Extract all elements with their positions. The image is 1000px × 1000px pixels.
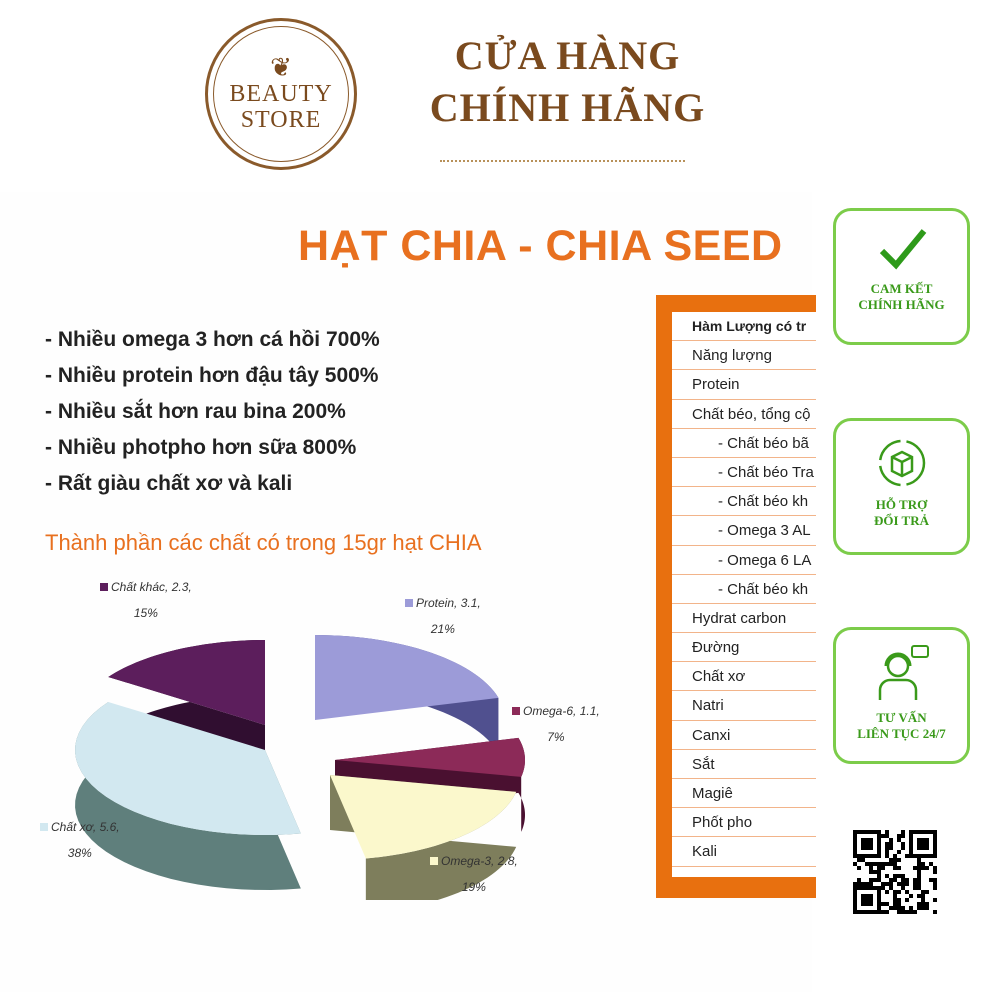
beauty-store-logo: ❦ BEAUTY STORE bbox=[205, 18, 357, 170]
label-text: Chất khác, 2.3, bbox=[111, 580, 192, 594]
badge-label: CAM KẾT bbox=[870, 281, 933, 296]
logo-text-2: STORE bbox=[240, 107, 322, 133]
legend-swatch bbox=[40, 823, 48, 831]
badge-3: TƯ VẤN LIÊN TỤC 24/7 bbox=[833, 627, 970, 764]
qr-code bbox=[853, 830, 937, 914]
table-row: Phốt pho bbox=[672, 808, 816, 838]
heading-line-1: CỬA HÀNG bbox=[454, 33, 681, 78]
badge-label: HỖ TRỢ bbox=[875, 497, 928, 512]
chart-title: Thành phần các chất có trong 15gr hạt CH… bbox=[45, 530, 482, 555]
table-row: Năng lượng bbox=[672, 341, 816, 371]
badge-label: ĐỔI TRẢ bbox=[873, 513, 930, 528]
table-row: Canxi bbox=[672, 721, 816, 750]
pie-slice-side-Chất xơ bbox=[75, 701, 301, 890]
table-row: Chất béo, tổng cộ bbox=[672, 400, 816, 429]
pie-label-Omega-6: Omega-6, 1.1, 7% bbox=[512, 698, 600, 750]
table-row: - Chất béo bã bbox=[672, 429, 816, 458]
pie-slice-Omega-6 bbox=[335, 737, 525, 777]
pie-slice-Chất xơ bbox=[75, 701, 301, 835]
table-row: Đường bbox=[672, 633, 816, 663]
table-row: Hydrat carbon bbox=[672, 604, 816, 634]
support-agent-icon bbox=[836, 644, 967, 704]
badge-label: CHÍNH HÃNG bbox=[858, 297, 945, 312]
label-text: Chất xơ, 5.6, bbox=[51, 820, 120, 834]
table-header: Hàm Lượng có tr bbox=[672, 312, 816, 342]
badge-2: HỖ TRỢ ĐỔI TRẢ bbox=[833, 418, 970, 555]
pie-slice-Chất khác bbox=[108, 640, 265, 725]
label-percent: 19% bbox=[461, 880, 486, 894]
vine-divider bbox=[440, 150, 685, 162]
badge-label: TƯ VẤN bbox=[876, 710, 927, 725]
label-percent: 7% bbox=[547, 730, 565, 744]
label-percent: 15% bbox=[133, 606, 158, 620]
table-row: Chất xơ bbox=[672, 662, 816, 692]
badge-label: LIÊN TỤC 24/7 bbox=[857, 726, 946, 741]
table-row: Kali bbox=[672, 837, 816, 867]
table-row: Natri bbox=[672, 691, 816, 721]
heading-line-2: CHÍNH HÃNG bbox=[429, 85, 706, 130]
table-row: Magiê bbox=[672, 779, 816, 809]
pie-chart bbox=[75, 635, 525, 900]
table-row: - Omega 6 LA bbox=[672, 546, 816, 575]
legend-swatch bbox=[430, 857, 438, 865]
label-text: Omega-6, 1.1, bbox=[523, 704, 600, 718]
pie-label-Chất khác: Chất khác, 2.3, 15% bbox=[100, 574, 192, 626]
ornament-icon: ❦ bbox=[270, 53, 292, 82]
table-row: - Omega 3 AL bbox=[672, 516, 816, 546]
nutrition-table: Hàm Lượng có tr Năng lượng Protein Chất béo… bbox=[656, 295, 816, 898]
logo-text-1: BEAUTY bbox=[229, 81, 333, 107]
benefit-item: - Rất giàu chất xơ và kali bbox=[45, 472, 293, 495]
label-percent: 21% bbox=[430, 622, 455, 636]
legend-swatch bbox=[100, 583, 108, 591]
label-text: Omega-3, 2.8, bbox=[441, 854, 518, 868]
benefit-item: - Nhiều sắt hơn rau bina 200% bbox=[45, 400, 346, 423]
table-row: Protein bbox=[672, 370, 816, 400]
benefit-item: - Nhiều protein hơn đậu tây 500% bbox=[45, 364, 379, 387]
store-heading: CỬA HÀNG CHÍNH HÃNG bbox=[395, 30, 740, 134]
checkmark-icon bbox=[836, 225, 967, 275]
label-percent: 38% bbox=[67, 846, 92, 860]
benefit-item: - Nhiều omega 3 hơn cá hồi 700% bbox=[45, 328, 380, 351]
table-row: - Chất béo kh bbox=[672, 487, 816, 517]
label-text: Protein, 3.1, bbox=[416, 596, 481, 610]
legend-swatch bbox=[405, 599, 413, 607]
badge-1: CAM KẾT CHÍNH HÃNG bbox=[833, 208, 970, 345]
return-box-icon bbox=[836, 435, 967, 491]
benefit-list: - Nhiều omega 3 hơn cá hồi 700% - Nhiều … bbox=[45, 322, 380, 502]
pie-label-Protein: Protein, 3.1, 21% bbox=[405, 590, 481, 642]
pie-label-Chất xơ: Chất xơ, 5.6, 38% bbox=[40, 814, 120, 866]
table-row: - Chất béo Tra bbox=[672, 458, 816, 488]
table-row: - Chất béo kh bbox=[672, 575, 816, 604]
product-title: HẠT CHIA - CHIA SEED bbox=[298, 222, 783, 270]
table-row: Sắt bbox=[672, 750, 816, 779]
benefit-item: - Nhiều photpho hơn sữa 800% bbox=[45, 436, 357, 459]
legend-swatch bbox=[512, 707, 520, 715]
pie-label-Omega-3: Omega-3, 2.8, 19% bbox=[430, 848, 518, 900]
pie-slice-Protein bbox=[315, 635, 499, 720]
pie-slice-Omega-3 bbox=[330, 775, 517, 859]
